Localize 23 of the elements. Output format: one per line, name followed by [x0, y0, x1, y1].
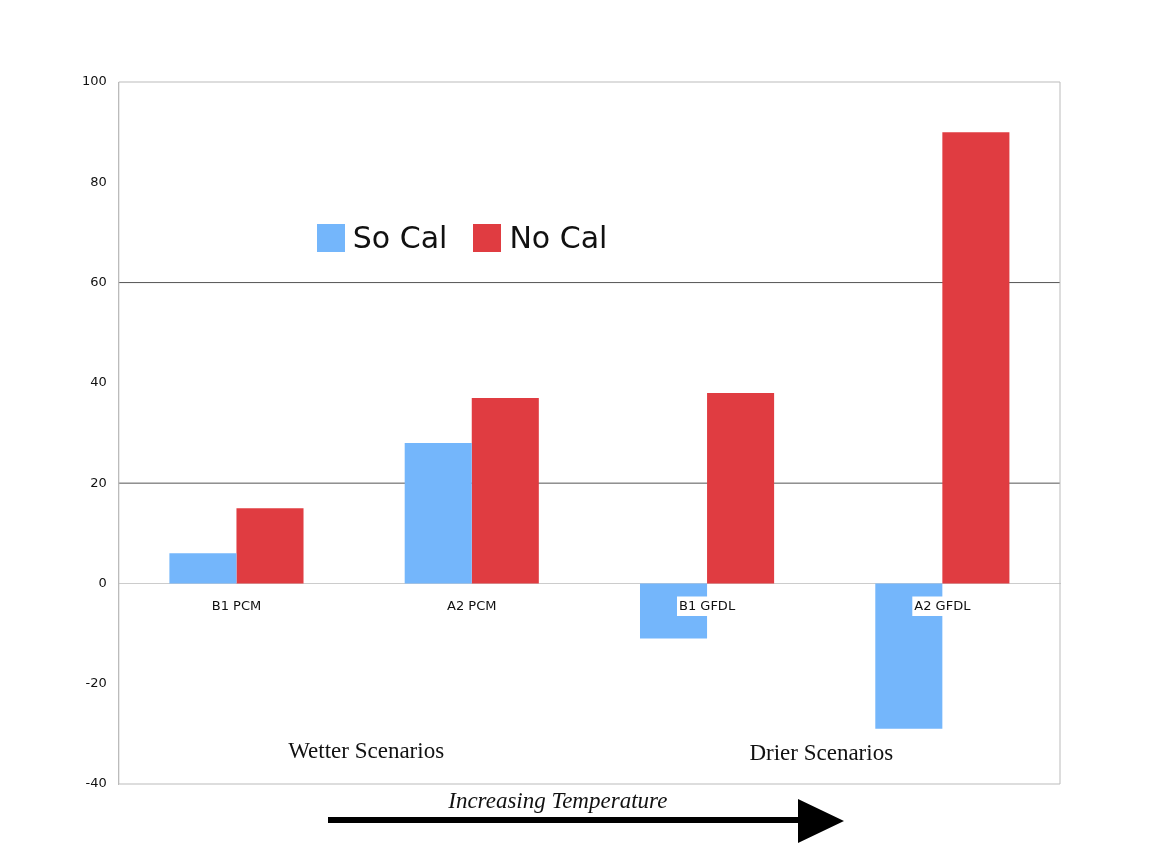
legend-label: No Cal	[509, 220, 608, 255]
bar	[942, 132, 1010, 584]
annotation: Drier Scenarios	[749, 739, 894, 766]
legend-label: So Cal	[352, 220, 448, 255]
bar	[707, 392, 775, 584]
bar	[236, 508, 304, 584]
x-tick-label: A2 PCM	[447, 597, 497, 613]
text: Increasing Temperature	[448, 787, 668, 814]
x-tick-label: B1 PCM	[211, 597, 262, 613]
y-tick-label: 80	[90, 173, 107, 189]
y-tick-label: 60	[90, 273, 107, 289]
y-tick-label: 100	[81, 73, 107, 89]
y-tick-label: -40	[85, 775, 107, 791]
y-tick-label: -20	[85, 675, 107, 691]
y-tick-label: 40	[90, 374, 107, 390]
y-tick-label: 0	[98, 574, 107, 590]
annotation: Wetter Scenarios	[288, 738, 445, 765]
bar	[169, 553, 237, 584]
bar	[404, 443, 472, 584]
x-tick-label: B1 GFDL	[678, 597, 736, 613]
y-tick-label: 20	[90, 474, 107, 490]
bar	[471, 397, 539, 584]
x-tick-label: A2 GFDL	[914, 597, 972, 613]
